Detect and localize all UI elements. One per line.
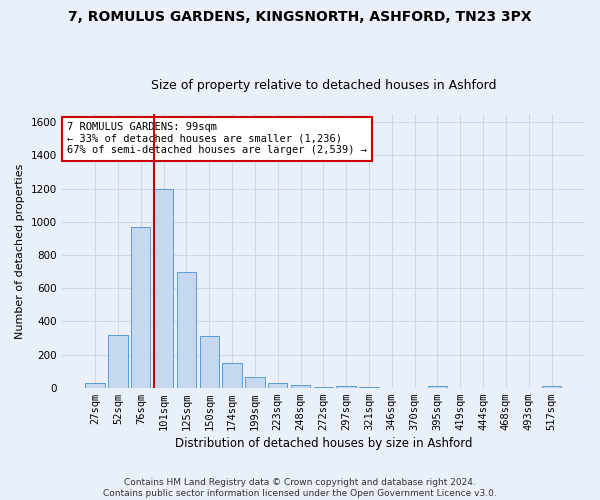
Bar	[291, 385, 310, 388]
Bar	[85, 382, 105, 388]
Bar	[154, 188, 173, 388]
Bar	[542, 386, 561, 388]
Bar	[314, 387, 333, 388]
Bar	[337, 386, 356, 388]
Bar	[131, 227, 151, 388]
Bar	[268, 382, 287, 388]
Bar	[428, 386, 447, 388]
X-axis label: Distribution of detached houses by size in Ashford: Distribution of detached houses by size …	[175, 437, 472, 450]
Bar	[108, 334, 128, 388]
Bar	[200, 336, 219, 388]
Title: Size of property relative to detached houses in Ashford: Size of property relative to detached ho…	[151, 79, 496, 92]
Text: Contains HM Land Registry data © Crown copyright and database right 2024.
Contai: Contains HM Land Registry data © Crown c…	[103, 478, 497, 498]
Y-axis label: Number of detached properties: Number of detached properties	[15, 163, 25, 338]
Text: 7 ROMULUS GARDENS: 99sqm
← 33% of detached houses are smaller (1,236)
67% of sem: 7 ROMULUS GARDENS: 99sqm ← 33% of detach…	[67, 122, 367, 156]
Bar	[223, 363, 242, 388]
Bar	[245, 377, 265, 388]
Text: 7, ROMULUS GARDENS, KINGSNORTH, ASHFORD, TN23 3PX: 7, ROMULUS GARDENS, KINGSNORTH, ASHFORD,…	[68, 10, 532, 24]
Bar	[177, 272, 196, 388]
